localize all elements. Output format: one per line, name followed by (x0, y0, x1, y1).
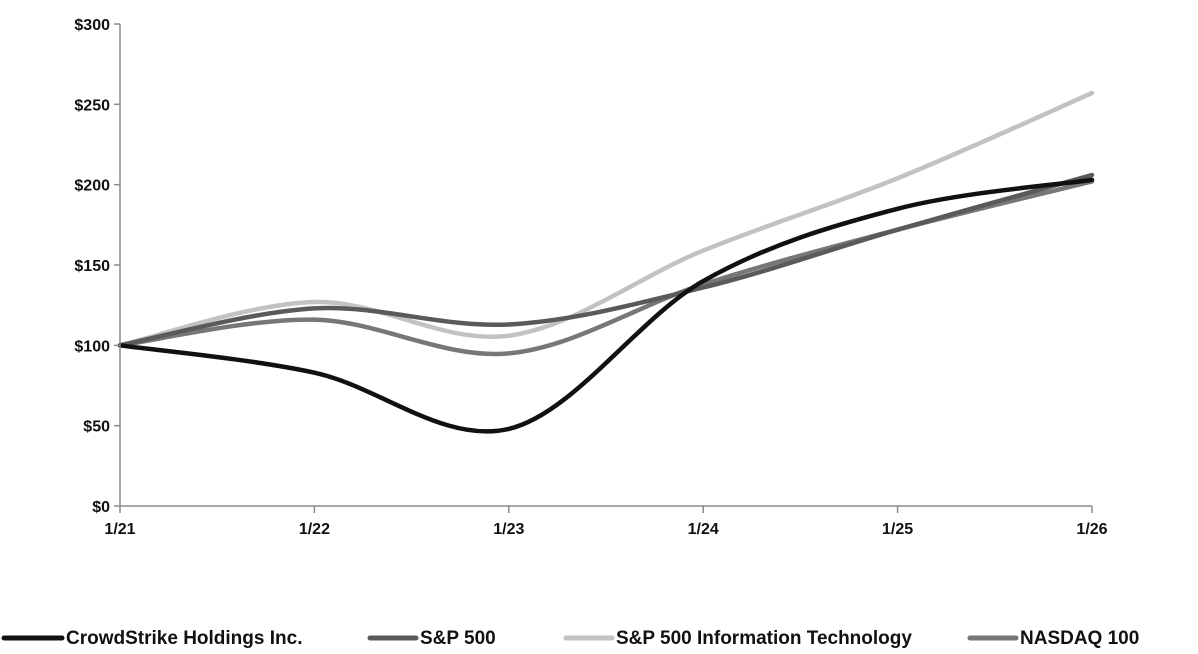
x-tick-label: 1/26 (1076, 521, 1107, 538)
y-tick-label: $150 (74, 258, 110, 275)
legend-label: CrowdStrike Holdings Inc. (66, 628, 302, 649)
legend-item-3: NASDAQ 100 (967, 628, 1139, 649)
legend-item-2: S&P 500 Information Technology (563, 628, 912, 649)
series-line-1 (117, 172, 1095, 348)
y-tick-label: $200 (74, 178, 110, 195)
legend-label: NASDAQ 100 (1020, 628, 1139, 649)
series-line-0 (117, 177, 1095, 434)
x-tick-label: 1/24 (688, 521, 719, 538)
legend-item-1: S&P 500 (367, 628, 496, 649)
legend-item-0: CrowdStrike Holdings Inc. (1, 628, 302, 649)
x-tick-label: 1/22 (299, 521, 330, 538)
y-tick-label: $50 (83, 419, 110, 436)
axis-layer (114, 23, 1093, 513)
series-line-3 (117, 179, 1095, 357)
y-tick-label: $0 (92, 499, 110, 516)
x-tick-label: 1/21 (104, 521, 135, 538)
legend-label: S&P 500 (420, 628, 496, 649)
series-line-2 (117, 90, 1095, 348)
x-tick-label: 1/23 (493, 521, 524, 538)
legend-label: S&P 500 Information Technology (616, 628, 912, 649)
legend: CrowdStrike Holdings Inc. S&P 500 S&P 500 … (1, 628, 1139, 649)
series-layer (117, 90, 1095, 434)
y-tick-label: $100 (74, 338, 110, 355)
x-tick-label: 1/25 (882, 521, 913, 538)
tick-label-layer: $0 $50 $100 $150 $200 $250 $300 1/21 1/22 1/23 1/2… (74, 17, 1107, 538)
y-tick-label: $250 (74, 97, 110, 114)
y-tick-label: $300 (74, 17, 110, 34)
